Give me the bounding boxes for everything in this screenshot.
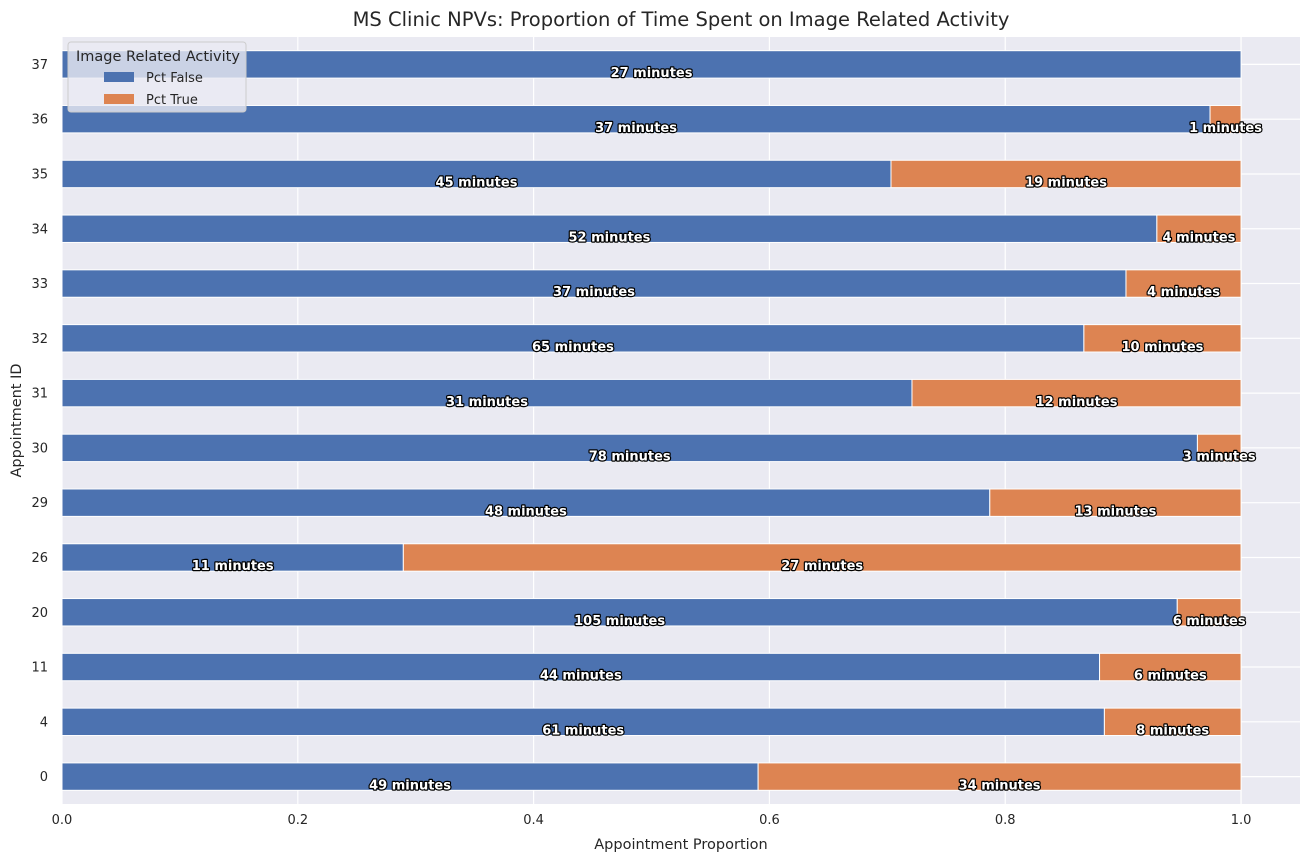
bar-segment [61, 159, 892, 189]
bar-label: 52 minutes [568, 230, 650, 245]
y-tick-label: 35 [31, 167, 48, 182]
bar-segment [1176, 598, 1242, 627]
legend-items: Pct False Pct True [104, 71, 203, 108]
bar-label: 34 minutes [959, 778, 1041, 793]
bar-segment [61, 269, 1127, 298]
x-axis-ticks: 0.0 0.2 0.4 0.6 0.8 1.0 [52, 813, 1252, 828]
bar-segment [989, 488, 1242, 517]
x-tick-label: 0.2 [287, 813, 308, 828]
legend-label: Pct True [146, 93, 198, 108]
y-tick-label: 34 [31, 222, 48, 237]
bar-label: 3 minutes [1183, 450, 1256, 465]
y-tick-label: 37 [31, 58, 48, 73]
bar-label: 27 minutes [611, 66, 693, 81]
legend-swatch [104, 72, 134, 82]
bar-segment [61, 50, 1242, 79]
bar-label: 10 minutes [1122, 340, 1204, 355]
bar-label: 44 minutes [540, 669, 622, 684]
y-axis-ticks: 0 4 11 20 26 29 30 31 32 33 34 35 36 37 [31, 58, 48, 785]
bar-segment [1156, 214, 1242, 243]
bar-label: 48 minutes [485, 504, 567, 519]
bar-label: 11 minutes [192, 559, 274, 574]
bar-label: 13 minutes [1074, 504, 1156, 519]
bar-segment [890, 159, 1242, 189]
bar-label: 105 minutes [574, 614, 665, 629]
x-tick-label: 0.0 [52, 813, 73, 828]
y-tick-label: 30 [31, 441, 48, 456]
bar-segment [1209, 104, 1242, 134]
x-tick-label: 0.6 [759, 813, 780, 828]
bar-label: 4 minutes [1163, 230, 1236, 245]
bar-label: 37 minutes [595, 121, 677, 136]
y-tick-label: 31 [31, 387, 48, 402]
bar-segment [1099, 652, 1242, 682]
bars [61, 50, 1242, 791]
x-tick-label: 1.0 [1231, 813, 1252, 828]
bar-segment [61, 104, 1211, 134]
bar-label: 49 minutes [369, 778, 451, 793]
bar-segment [1083, 324, 1242, 353]
bar-label: 1 minutes [1189, 121, 1262, 136]
bar-label: 6 minutes [1134, 669, 1207, 684]
bar-segment [61, 707, 1105, 737]
y-tick-label: 4 [40, 715, 48, 730]
y-tick-label: 29 [31, 496, 48, 511]
bar-label: 4 minutes [1147, 285, 1220, 300]
bar-label: 6 minutes [1173, 614, 1246, 629]
bar-segment [757, 762, 1242, 791]
plot-background [62, 37, 1300, 804]
bar-segment [61, 324, 1085, 353]
bar-label: 19 minutes [1025, 176, 1107, 191]
x-tick-label: 0.8 [995, 813, 1016, 828]
bar-labels: 49 minutes 34 minutes 61 minutes 8 minutes 4… [191, 65, 1264, 795]
bar-label: 8 minutes [1136, 724, 1209, 739]
bar-segment [61, 433, 1198, 463]
y-tick-label: 32 [31, 332, 48, 347]
bar-label: 37 minutes [553, 285, 635, 300]
bar-segment [1103, 707, 1242, 737]
y-tick-label: 36 [31, 113, 48, 128]
bar-label: 45 minutes [436, 176, 518, 191]
bar-label: 12 minutes [1036, 395, 1118, 410]
y-tick-label: 11 [31, 661, 48, 676]
bar-segment [61, 488, 991, 517]
bar-label: 31 minutes [446, 395, 528, 410]
legend-title: Image Related Activity [76, 49, 240, 65]
bar-segment [911, 378, 1242, 408]
bar-segment [61, 214, 1158, 243]
bar-segment [402, 543, 1242, 572]
bar-segment [1196, 433, 1242, 463]
bar-label: 78 minutes [589, 450, 671, 465]
bar-label: 65 minutes [532, 340, 614, 355]
x-axis-label: Appointment Proportion [594, 837, 767, 853]
bar-segment [61, 762, 759, 791]
bar-label: 27 minutes [781, 559, 863, 574]
y-tick-label: 0 [40, 770, 48, 785]
legend: Image Related Activity Pct False Pct True [67, 41, 247, 113]
y-tick-label: 20 [31, 606, 48, 621]
legend-swatch [104, 94, 134, 104]
bar-segment [1125, 269, 1242, 298]
y-axis-label: Appointment ID [9, 363, 25, 477]
x-tick-label: 0.4 [523, 813, 544, 828]
y-tick-label: 33 [31, 277, 48, 292]
bar-label: 61 minutes [542, 724, 624, 739]
legend-label: Pct False [146, 71, 203, 86]
chart-title: MS Clinic NPVs: Proportion of Time Spent… [353, 8, 1010, 31]
y-tick-label: 26 [31, 551, 48, 566]
